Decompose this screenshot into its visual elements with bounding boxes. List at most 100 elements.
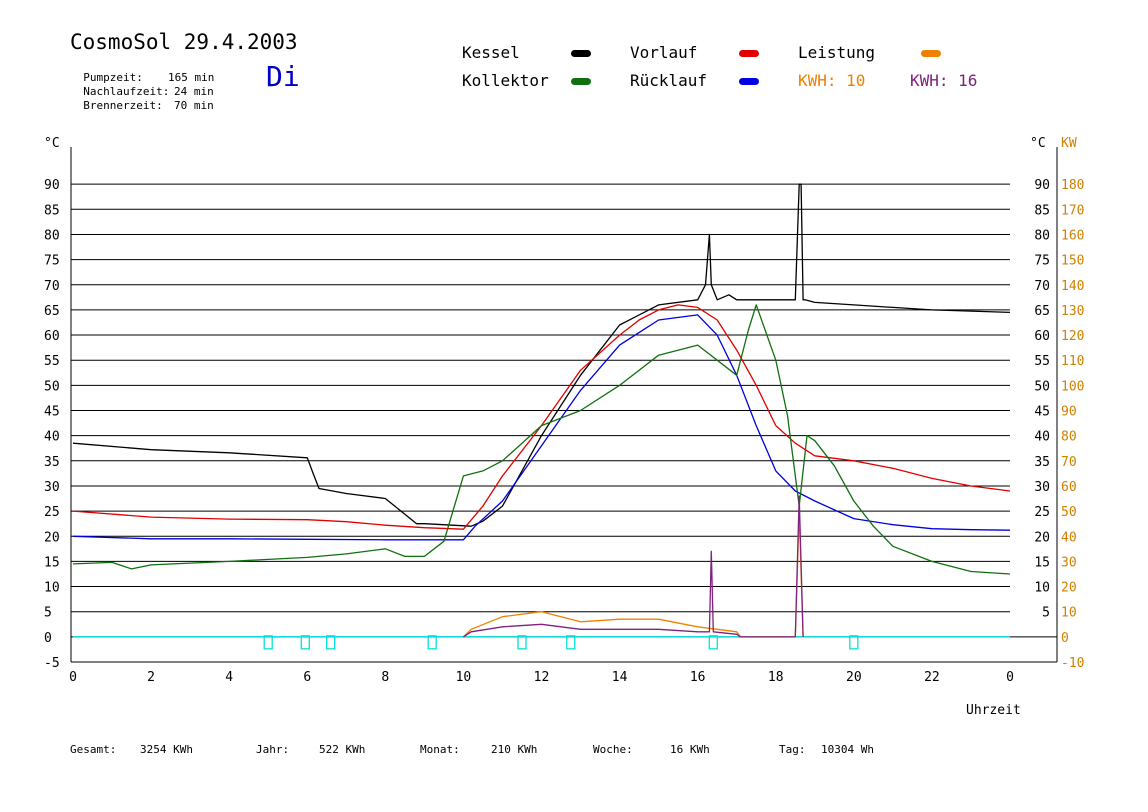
legend-ruecklauf: Rücklauf bbox=[630, 71, 708, 90]
legend-kollektor: Kollektor bbox=[462, 71, 549, 90]
y-tick-label-right: 25 bbox=[1034, 505, 1050, 520]
y-axis-unit-left: °C bbox=[44, 136, 60, 151]
y-tick-label: -5 bbox=[44, 656, 60, 671]
chart-grid bbox=[71, 183, 1057, 638]
y-tick-label-right: 20 bbox=[1034, 530, 1050, 545]
burner-marker bbox=[849, 635, 859, 650]
x-tick-label: 18 bbox=[768, 670, 784, 685]
legend-vorlauf-swatch bbox=[739, 50, 759, 57]
series-kollektor bbox=[72, 304, 1011, 575]
y-tick-label-right: 90 bbox=[1034, 178, 1050, 193]
footer-tag: Tag: 10304 Wh bbox=[779, 743, 874, 756]
series-kessel bbox=[72, 183, 1011, 527]
footer-label: Monat: bbox=[420, 743, 460, 756]
footer-woche: Woche: 16 KWh bbox=[593, 743, 710, 756]
footer-value: 3254 KWh bbox=[140, 743, 193, 756]
x-axis-label: Uhrzeit bbox=[966, 703, 1021, 718]
y-tick-label: 60 bbox=[44, 329, 60, 344]
legend-kwh-today: KWH: 10 bbox=[798, 71, 865, 90]
y-tick-label-right: 75 bbox=[1034, 254, 1050, 269]
x-tick-label: 8 bbox=[381, 670, 389, 685]
burner-marker bbox=[708, 635, 718, 650]
y-tick-label-right: 65 bbox=[1034, 304, 1050, 319]
kwh-value: 10 bbox=[846, 71, 866, 90]
y-tick-label: 10 bbox=[44, 581, 60, 596]
footer-value: 210 KWh bbox=[491, 743, 538, 756]
y-tick-label: 25 bbox=[44, 505, 60, 520]
x-tick-label: 0 bbox=[69, 670, 77, 685]
legend-leistung-swatch bbox=[921, 50, 941, 57]
footer-label: Jahr: bbox=[256, 743, 290, 756]
x-tick-label: 16 bbox=[690, 670, 706, 685]
x-tick-label: 12 bbox=[534, 670, 550, 685]
stat-pumpzeit: Pumpzeit: 165 min bbox=[70, 58, 214, 84]
page-title: CosmoSol 29.4.2003 bbox=[70, 30, 298, 54]
footer-label: Woche: bbox=[593, 743, 633, 756]
y-tick-label-kw: -10 bbox=[1061, 656, 1084, 671]
y-tick-label-right: 55 bbox=[1034, 354, 1050, 369]
x-tick-label: 0 bbox=[1006, 670, 1014, 685]
series-leistung bbox=[462, 510, 804, 638]
kwh-value: 16 bbox=[958, 71, 978, 90]
series-kwh-16 bbox=[463, 495, 804, 638]
y-tick-label-kw: 70 bbox=[1061, 455, 1077, 470]
y-tick-label-kw: 170 bbox=[1061, 203, 1084, 218]
stat-label: Nachlaufzeit: bbox=[83, 85, 170, 98]
y-tick-label: 0 bbox=[44, 631, 52, 646]
legend-vorlauf: Vorlauf bbox=[630, 43, 698, 62]
y-axis-unit-right: °C bbox=[1030, 136, 1046, 151]
y-tick-label-kw: 50 bbox=[1061, 505, 1077, 520]
y-tick-label-right: 85 bbox=[1034, 203, 1050, 218]
footer-label: Tag: bbox=[779, 743, 806, 756]
y-tick-label: 5 bbox=[44, 606, 52, 621]
y-tick-label: 15 bbox=[44, 555, 60, 570]
kwh-label: KWH: bbox=[910, 71, 949, 90]
y-tick-label: 20 bbox=[44, 530, 60, 545]
footer-value: 10304 Wh bbox=[821, 743, 874, 756]
burner-marker bbox=[517, 635, 527, 650]
y-tick-label-right: 5 bbox=[1042, 606, 1050, 621]
legend-kessel: Kessel bbox=[462, 43, 520, 62]
y-tick-label: 30 bbox=[44, 480, 60, 495]
legend-leistung: Leistung bbox=[798, 43, 876, 62]
stat-value: 70 min bbox=[174, 99, 214, 112]
y-tick-label-kw: 140 bbox=[1061, 279, 1084, 294]
footer-value: 522 KWh bbox=[319, 743, 366, 756]
y-tick-label-right: 45 bbox=[1034, 405, 1050, 420]
y-tick-label-right: 35 bbox=[1034, 455, 1050, 470]
y-tick-label-kw: 10 bbox=[1061, 606, 1077, 621]
y-tick-label-right: 40 bbox=[1034, 430, 1050, 445]
footer-jahr: Jahr: 522 KWh bbox=[256, 743, 365, 756]
y-tick-label-right: 10 bbox=[1034, 581, 1050, 596]
x-tick-label: 20 bbox=[846, 670, 862, 685]
legend-ruecklauf-swatch bbox=[739, 78, 759, 85]
stat-value: 24 min bbox=[174, 85, 214, 98]
y-tick-label-kw: 160 bbox=[1061, 228, 1084, 243]
y-tick-label-right: 15 bbox=[1034, 555, 1050, 570]
series-vorlauf bbox=[72, 304, 1011, 530]
burner-marker bbox=[326, 635, 336, 650]
y-tick-label-kw: 60 bbox=[1061, 480, 1077, 495]
y-tick-label-kw: 40 bbox=[1061, 530, 1077, 545]
y-tick-label: 55 bbox=[44, 354, 60, 369]
weekday-label: Di bbox=[266, 60, 300, 93]
stat-nachlaufzeit: Nachlaufzeit: 24 min bbox=[70, 72, 214, 98]
y-tick-label-kw: 180 bbox=[1061, 178, 1084, 193]
x-tick-label: 6 bbox=[303, 670, 311, 685]
y-tick-label-right: 30 bbox=[1034, 480, 1050, 495]
stat-label: Pumpzeit: bbox=[83, 71, 143, 84]
y-tick-label: 40 bbox=[44, 430, 60, 445]
y-tick-label-kw: 150 bbox=[1061, 254, 1084, 269]
x-tick-label: 4 bbox=[225, 670, 233, 685]
stat-value: 165 min bbox=[168, 71, 215, 84]
y-tick-label-kw: 120 bbox=[1061, 329, 1084, 344]
y-tick-label-kw: 110 bbox=[1061, 354, 1084, 369]
y-tick-label-right: 50 bbox=[1034, 379, 1050, 394]
chart-series bbox=[72, 183, 1011, 650]
series-r-cklauf bbox=[72, 314, 1011, 541]
x-tick-label: 2 bbox=[147, 670, 155, 685]
footer-label: Gesamt: bbox=[70, 743, 117, 756]
y-tick-label-kw: 30 bbox=[1061, 555, 1077, 570]
chart-axes bbox=[70, 147, 1058, 663]
